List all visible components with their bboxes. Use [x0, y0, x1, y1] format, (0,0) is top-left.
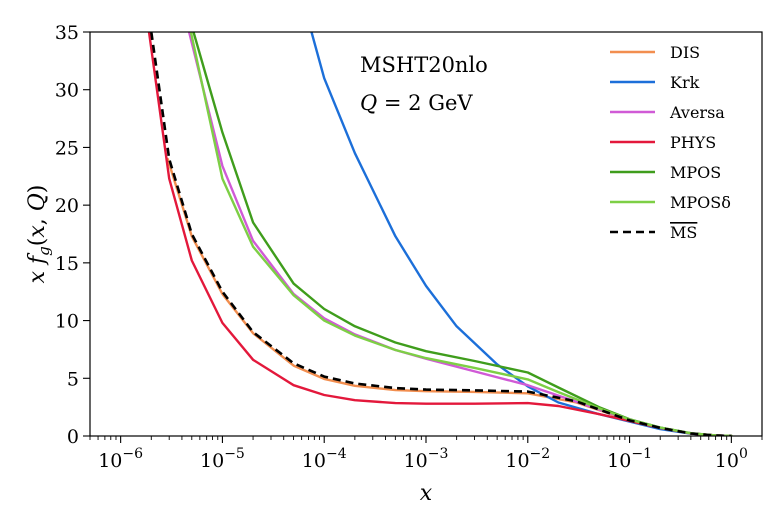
- legend-label-5: MPOSδ: [670, 193, 731, 212]
- y-tick-label: 5: [67, 368, 79, 390]
- y-tick-label: 10: [55, 311, 79, 333]
- annotation-pdf-set: MSHT20nlo: [360, 53, 488, 77]
- y-tick-label: 35: [55, 22, 79, 44]
- y-tick-label: 30: [55, 80, 79, 102]
- x-tick-label: 10−1: [607, 446, 652, 472]
- series-line-0: [166, 157, 733, 436]
- legend: DIS Krk Aversa PHYS MPOS MPOSδ MS: [610, 43, 731, 242]
- legend-label-4: MPOS: [670, 163, 721, 182]
- y-tick-label: 15: [55, 253, 79, 275]
- series-layer: [147, 32, 733, 436]
- x-tick-label: 10−2: [505, 446, 550, 472]
- annotation-scale: Q = 2 GeV: [360, 91, 473, 115]
- x-axis-ticks: 10−6 10−5 10−4 10−3 10−2 10−1 100: [89, 436, 763, 472]
- legend-label-1: Krk: [670, 73, 700, 92]
- x-axis-label: x: [420, 481, 433, 506]
- legend-label-0: DIS: [670, 43, 700, 62]
- x-tick-label: 100: [715, 446, 748, 472]
- y-tick-label: 0: [67, 426, 79, 448]
- x-tick-label: 10−3: [404, 446, 449, 472]
- x-tick-label: 10−6: [98, 446, 143, 472]
- y-tick-label: 25: [55, 137, 79, 159]
- legend-label-3: PHYS: [670, 133, 716, 152]
- x-tick-label: 10−5: [200, 446, 245, 472]
- series-line-6: [150, 32, 732, 436]
- y-tick-label: 20: [55, 195, 79, 217]
- legend-label-6: MS: [670, 223, 697, 242]
- y-axis-ticks: 0 5 10 15 20 25 30 35: [55, 22, 90, 448]
- y-axis-label: x fg(x, Q): [25, 185, 53, 284]
- x-tick-label: 10−4: [302, 446, 347, 472]
- legend-label-2: Aversa: [669, 103, 725, 122]
